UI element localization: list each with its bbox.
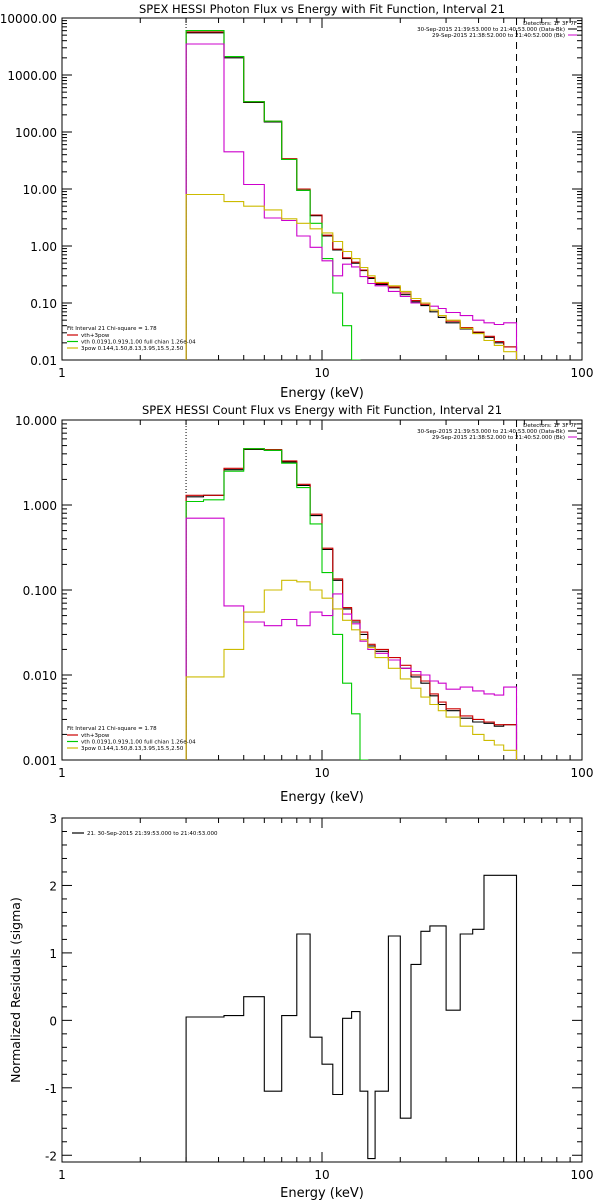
x-axis-label-1: Energy (keV) [280,790,364,805]
legend-label-1: vth+3pow [81,733,110,739]
x-tick-label-0: 10 [314,366,329,380]
fit-label-1: Fit Interval 21 Chi-square = 1.78 [67,726,157,732]
y-tick-label-2: -1 [45,1082,57,1096]
y-tick-label-1: 0.010 [23,669,57,683]
plot-frame-0 [61,17,583,361]
series-line-0-4 [185,193,518,360]
y-tick-label-0: 0.10 [30,297,57,311]
fit-label-0: Fit Interval 21 Chi-square = 1.78 [67,326,157,332]
x-tick-label-1: 10 [314,766,329,780]
info-line-0: 30-Sep-2015 21:39:53.000 to 21:40:53.000… [417,27,565,33]
y-tick-label-1: 1.000 [23,499,57,513]
y-tick-label-0: 1.00 [30,240,57,254]
series-line-1-3 [185,517,518,760]
y-tick-label-2: 3 [49,812,57,826]
info-line-1: Detectors: 1F 3F 7F [523,423,577,429]
series-line-1-4 [185,579,518,760]
x-axis-label-2: Energy (keV) [280,1186,364,1200]
y-tick-label-0: 10000.00 [0,12,57,26]
x-tick-label-0: 100 [571,366,594,380]
info-line-0: 29-Sep-2015 21:38:52.000 to 21:40:52.000… [432,33,565,39]
legend-label-0: vth+3pow [81,333,110,339]
legend-label-1: 3pow 0.144,1.50,8.13,3.95,15.5,2.50 [81,746,184,752]
y-tick-label-0: 100.00 [15,126,57,140]
legend-label-2: 21. 30-Sep-2015 21:39:53.000 to 21:40:53… [87,831,218,837]
x-tick-label-1: 100 [571,766,594,780]
info-line-1: 30-Sep-2015 21:39:53.000 to 21:40:53.000… [417,429,565,435]
series-line-2-0 [185,874,518,1162]
y-tick-label-2: 2 [49,879,57,893]
x-tick-label-1: 1 [58,766,66,780]
legend-label-0: 3pow 0.144,1.50,8.13,3.95,15.5,2.50 [81,346,184,352]
y-tick-label-0: 0.01 [30,354,57,368]
x-tick-label-0: 1 [58,366,66,380]
x-tick-label-2: 1 [58,1168,66,1182]
series-line-0-3 [185,43,518,360]
chart-title-1: SPEX HESSI Count Flux vs Energy with Fit… [142,403,502,417]
info-line-0: Detectors: 1F 3F 7F [523,21,577,27]
chart-title-0: SPEX HESSI Photon Flux vs Energy with Fi… [139,2,505,16]
y-axis-label-2: Normalized Residuals (sigma) [8,897,23,1083]
y-tick-label-2: -2 [45,1149,57,1163]
series-line-1-2 [185,448,369,760]
x-axis-label-0: Energy (keV) [280,386,364,401]
info-line-1: 29-Sep-2015 21:38:52.000 to 21:40:52.000… [432,435,565,441]
y-tick-label-0: 1000.00 [7,69,57,83]
y-tick-label-2: 0 [49,1014,57,1028]
x-tick-label-2: 100 [571,1168,594,1182]
y-tick-label-1: 0.001 [23,754,57,768]
series-line-0-0 [185,32,518,360]
y-tick-label-0: 10.00 [23,183,57,197]
x-tick-label-2: 10 [314,1168,329,1182]
series-line-1-1 [185,448,518,760]
series-line-0-2 [185,30,361,360]
plot-frame-2 [61,817,583,1163]
y-tick-label-1: 0.100 [23,584,57,598]
y-tick-label-2: 1 [49,947,57,961]
y-tick-label-1: 10.000 [15,414,57,428]
legend-label-0: vth 0.0191,0.919,1.00 full chian 1.26e-0… [81,340,196,346]
series-line-0-1 [185,31,518,360]
legend-label-1: vth 0.0191,0.919,1.00 full chian 1.26e-0… [81,740,196,746]
